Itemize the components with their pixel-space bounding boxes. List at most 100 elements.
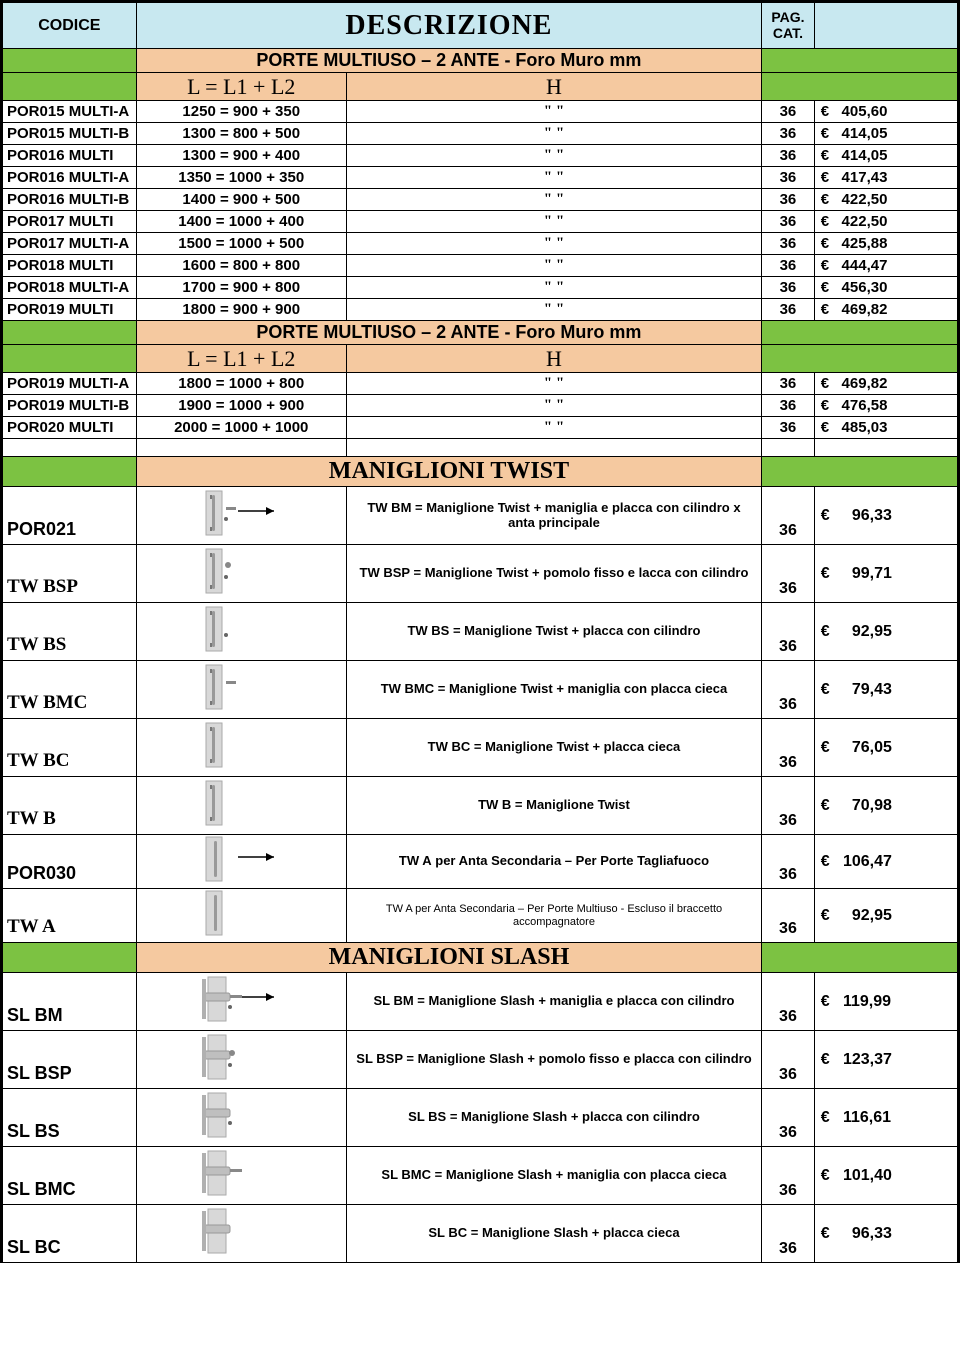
slash-row: SL BSP SL BSP = Maniglione Slash + pomol…	[3, 1031, 958, 1089]
twist-title-row: MANIGLIONI TWIST	[3, 457, 958, 487]
code-cell: POR018 MULTI	[3, 255, 137, 277]
h-cell: " "	[346, 145, 761, 167]
twist-row: TW BS TW BS = Maniglione Twist + placca …	[3, 603, 958, 661]
product-code: POR021	[3, 487, 137, 545]
sec1-row: POR016 MULTI 1300 = 900 + 400 " " 36 € 4…	[3, 145, 958, 167]
product-desc: TW A per Anta Secondaria – Per Porte Tag…	[346, 835, 761, 889]
price-cell: € 70,98	[814, 777, 957, 835]
green-cell	[762, 457, 958, 487]
price-cell: € 469,82	[814, 373, 957, 395]
pag-cell: 36	[762, 719, 815, 777]
price-cell: € 476,58	[814, 395, 957, 417]
l-cell: 1400 = 900 + 500	[136, 189, 346, 211]
pag-cell: 36	[762, 835, 815, 889]
green-cell	[3, 345, 137, 373]
product-code: SL BMC	[3, 1147, 137, 1205]
product-icon-cell	[136, 889, 346, 943]
price-cell: € 444,47	[814, 255, 957, 277]
price-cell: € 485,03	[814, 417, 957, 439]
code-cell: POR016 MULTI-A	[3, 167, 137, 189]
price-cell: € 414,05	[814, 123, 957, 145]
h-cell: " "	[346, 233, 761, 255]
header-codice: CODICE	[3, 3, 137, 49]
product-desc: SL BS = Maniglione Slash + placca con ci…	[346, 1089, 761, 1147]
twist-row: POR021 TW BM = Maniglione Twist + manigl…	[3, 487, 958, 545]
l-cell: 1300 = 800 + 500	[136, 123, 346, 145]
pag-cell: 36	[762, 1147, 815, 1205]
pag-cell: 36	[762, 395, 815, 417]
pag-cell: 36	[762, 255, 815, 277]
twist-icon	[196, 721, 286, 769]
h-cell: " "	[346, 373, 761, 395]
code-cell: POR020 MULTI	[3, 417, 137, 439]
slash-icon	[196, 1091, 286, 1139]
twist-icon	[196, 489, 286, 537]
twist-row: TW B TW B = Maniglione Twist 36 € 70,98	[3, 777, 958, 835]
pag-cell: 36	[762, 889, 815, 943]
code-cell: POR016 MULTI-B	[3, 189, 137, 211]
product-desc: SL BM = Maniglione Slash + maniglia e pl…	[346, 973, 761, 1031]
product-code: TW BS	[3, 603, 137, 661]
twist-icon	[196, 835, 286, 883]
product-code: TW A	[3, 889, 137, 943]
section1-sub-l: L = L1 + L2	[136, 73, 346, 101]
price-cell: € 96,33	[814, 1205, 957, 1263]
green-cell	[762, 943, 958, 973]
slash-row: SL BMC SL BMC = Maniglione Slash + manig…	[3, 1147, 958, 1205]
green-cell	[3, 457, 137, 487]
product-desc: TW A per Anta Secondaria – Per Porte Mul…	[346, 889, 761, 943]
product-code: TW BMC	[3, 661, 137, 719]
product-code: SL BSP	[3, 1031, 137, 1089]
product-desc: SL BSP = Maniglione Slash + pomolo fisso…	[346, 1031, 761, 1089]
twist-row: TW BC TW BC = Maniglione Twist + placca …	[3, 719, 958, 777]
h-cell: " "	[346, 167, 761, 189]
h-cell: " "	[346, 277, 761, 299]
slash-row: SL BC SL BC = Maniglione Slash + placca …	[3, 1205, 958, 1263]
twist-icon	[196, 547, 286, 595]
green-cell	[3, 49, 137, 73]
product-code: TW BSP	[3, 545, 137, 603]
twist-icon	[196, 779, 286, 827]
code-cell: POR015 MULTI-B	[3, 123, 137, 145]
twist-icon	[196, 605, 286, 653]
product-icon-cell	[136, 603, 346, 661]
price-cell: € 96,33	[814, 487, 957, 545]
slash-icon	[196, 1033, 286, 1081]
catalog-table: CODICE DESCRIZIONE PAG. CAT. PORTE MULTI…	[2, 2, 958, 1263]
section1-title-row: PORTE MULTIUSO – 2 ANTE - Foro Muro mm	[3, 49, 958, 73]
sec1-row: POR018 MULTI-A 1700 = 900 + 800 " " 36 €…	[3, 277, 958, 299]
product-code: TW B	[3, 777, 137, 835]
pag-cell: 36	[762, 417, 815, 439]
l-cell: 1800 = 1000 + 800	[136, 373, 346, 395]
product-code: TW BC	[3, 719, 137, 777]
section1-sub-h: H	[346, 73, 761, 101]
code-cell: POR017 MULTI	[3, 211, 137, 233]
twist-row: POR030 TW A per Anta Secondaria – Per Po…	[3, 835, 958, 889]
pag-cell: 36	[762, 661, 815, 719]
product-desc: TW BS = Maniglione Twist + placca con ci…	[346, 603, 761, 661]
pag-cell: 36	[762, 973, 815, 1031]
sec2-row: POR019 MULTI-A 1800 = 1000 + 800 " " 36 …	[3, 373, 958, 395]
price-cell: € 99,71	[814, 545, 957, 603]
pag-cell: 36	[762, 487, 815, 545]
pag-cell: 36	[762, 167, 815, 189]
h-cell: " "	[346, 255, 761, 277]
section2-title-row: PORTE MULTIUSO – 2 ANTE - Foro Muro mm	[3, 321, 958, 345]
code-cell: POR019 MULTI	[3, 299, 137, 321]
product-desc: TW B = Maniglione Twist	[346, 777, 761, 835]
h-cell: " "	[346, 299, 761, 321]
pag-cell: 36	[762, 1031, 815, 1089]
code-cell: POR018 MULTI-A	[3, 277, 137, 299]
product-icon-cell	[136, 1147, 346, 1205]
spacer-row	[3, 439, 958, 457]
twist-row: TW BMC TW BMC = Maniglione Twist + manig…	[3, 661, 958, 719]
l-cell: 1600 = 800 + 800	[136, 255, 346, 277]
code-cell: POR019 MULTI-B	[3, 395, 137, 417]
green-cell	[3, 321, 137, 345]
pag-cell: 36	[762, 299, 815, 321]
code-cell: POR015 MULTI-A	[3, 101, 137, 123]
price-cell: € 425,88	[814, 233, 957, 255]
product-icon-cell	[136, 973, 346, 1031]
price-cell: € 469,82	[814, 299, 957, 321]
section2-title: PORTE MULTIUSO – 2 ANTE - Foro Muro mm	[136, 321, 762, 345]
